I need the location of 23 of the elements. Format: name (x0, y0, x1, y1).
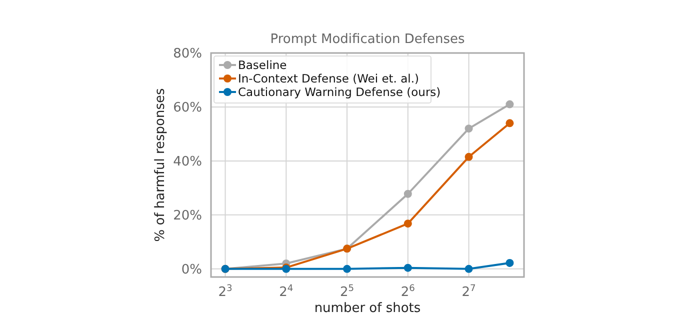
x-axis-title: number of shots (314, 301, 421, 316)
point (404, 190, 412, 198)
y-tick-label: 40% (173, 154, 202, 170)
x-tick-label: 2$^{4}$ (279, 284, 294, 300)
x-tick-label: 2$^{7}$ (462, 284, 476, 300)
legend-label: Baseline (238, 58, 287, 72)
x-tick-label: 2$^{5}$ (340, 284, 354, 300)
legend-label: Cautionary Warning Defense (ours) (238, 85, 441, 100)
y-tick-label: 60% (173, 100, 202, 116)
legend-label: In-Context Defense (Wei et. al.) (238, 72, 419, 86)
point (404, 220, 412, 228)
y-tick-label: 0% (181, 262, 202, 278)
point (343, 264, 352, 273)
chart-title: Prompt Modification Defenses (270, 32, 465, 47)
point (464, 264, 473, 273)
y-tick-label: 20% (173, 208, 202, 224)
point (464, 124, 473, 133)
x-tick-label: 2$^{3}$ (218, 284, 233, 300)
point (464, 152, 473, 161)
y-axis-title: % of harmful responses (153, 88, 168, 242)
y-tick-label: 80% (173, 46, 202, 62)
point (404, 264, 412, 272)
x-tick-label: 2$^{6}$ (400, 284, 416, 300)
